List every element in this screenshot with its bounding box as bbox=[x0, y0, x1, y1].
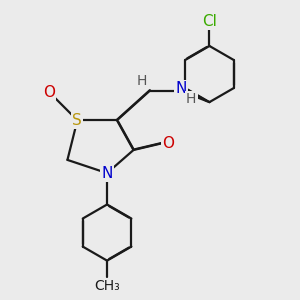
Text: H: H bbox=[136, 74, 147, 88]
Text: Cl: Cl bbox=[202, 14, 217, 29]
Text: O: O bbox=[162, 136, 174, 151]
Text: S: S bbox=[73, 113, 82, 128]
Text: CH₃: CH₃ bbox=[94, 279, 120, 293]
Text: N: N bbox=[101, 166, 113, 181]
Text: H: H bbox=[186, 92, 196, 106]
Text: N: N bbox=[176, 81, 187, 96]
Text: O: O bbox=[43, 85, 55, 100]
